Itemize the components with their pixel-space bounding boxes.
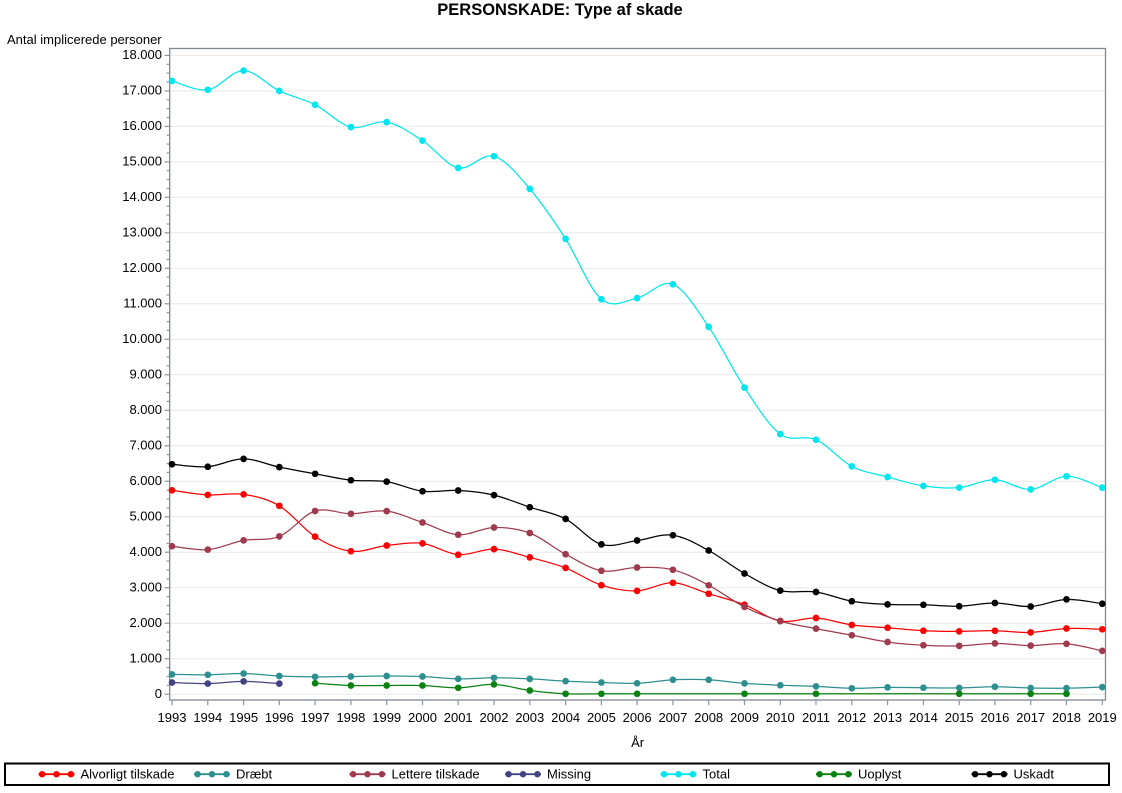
- svg-text:1998: 1998: [336, 710, 365, 725]
- svg-text:12.000: 12.000: [122, 260, 162, 275]
- svg-text:4.000: 4.000: [129, 544, 162, 559]
- svg-text:11.000: 11.000: [123, 296, 162, 311]
- svg-text:17.000: 17.000: [122, 83, 162, 98]
- svg-text:2003: 2003: [515, 710, 544, 725]
- svg-text:Dræbt: Dræbt: [236, 766, 273, 781]
- svg-text:8.000: 8.000: [129, 402, 162, 417]
- svg-text:2017: 2017: [1016, 710, 1045, 725]
- svg-text:2.000: 2.000: [129, 615, 162, 630]
- svg-text:14.000: 14.000: [122, 189, 162, 204]
- svg-text:7.000: 7.000: [129, 438, 162, 453]
- svg-text:6.000: 6.000: [129, 473, 162, 488]
- svg-text:16.000: 16.000: [122, 118, 162, 133]
- svg-text:2000: 2000: [408, 710, 437, 725]
- svg-text:2011: 2011: [802, 710, 830, 725]
- svg-text:15.000: 15.000: [122, 154, 162, 169]
- svg-text:1997: 1997: [301, 710, 330, 725]
- svg-text:1994: 1994: [193, 710, 222, 725]
- svg-text:Lettere tilskade: Lettere tilskade: [392, 766, 480, 781]
- svg-text:Uoplyst: Uoplyst: [858, 766, 902, 781]
- svg-text:18.000: 18.000: [122, 47, 162, 62]
- svg-text:2007: 2007: [658, 710, 687, 725]
- svg-text:2012: 2012: [837, 710, 866, 725]
- svg-text:13.000: 13.000: [122, 225, 162, 240]
- svg-text:2005: 2005: [587, 710, 616, 725]
- svg-text:2010: 2010: [766, 710, 795, 725]
- svg-text:PERSONSKADE: Type af skade: PERSONSKADE: Type af skade: [437, 1, 682, 19]
- svg-text:2008: 2008: [694, 710, 723, 725]
- svg-text:Missing: Missing: [547, 766, 591, 781]
- svg-text:Total: Total: [703, 766, 731, 781]
- svg-text:2019: 2019: [1088, 710, 1117, 725]
- svg-text:Alvorligt tilskade: Alvorligt tilskade: [81, 766, 175, 781]
- svg-text:2009: 2009: [730, 710, 759, 725]
- svg-text:1.000: 1.000: [129, 651, 162, 666]
- svg-text:1995: 1995: [229, 710, 258, 725]
- svg-text:9.000: 9.000: [129, 367, 162, 382]
- svg-text:2013: 2013: [873, 710, 902, 725]
- svg-text:2002: 2002: [480, 710, 509, 725]
- svg-text:2018: 2018: [1052, 710, 1081, 725]
- svg-text:3.000: 3.000: [129, 580, 162, 595]
- svg-text:10.000: 10.000: [122, 331, 162, 346]
- svg-text:5.000: 5.000: [129, 509, 162, 524]
- svg-text:2015: 2015: [945, 710, 974, 725]
- svg-text:1996: 1996: [265, 710, 294, 725]
- svg-text:2014: 2014: [909, 710, 938, 725]
- svg-text:År: År: [631, 735, 645, 750]
- svg-text:0: 0: [155, 686, 162, 701]
- svg-text:2001: 2001: [444, 710, 473, 725]
- svg-text:2006: 2006: [623, 710, 652, 725]
- svg-text:1993: 1993: [158, 710, 187, 725]
- svg-text:1999: 1999: [372, 710, 401, 725]
- svg-text:Uskadt: Uskadt: [1014, 766, 1055, 781]
- svg-text:2016: 2016: [980, 710, 1009, 725]
- svg-text:2004: 2004: [551, 710, 580, 725]
- svg-text:Antal implicerede personer: Antal implicerede personer: [7, 32, 162, 47]
